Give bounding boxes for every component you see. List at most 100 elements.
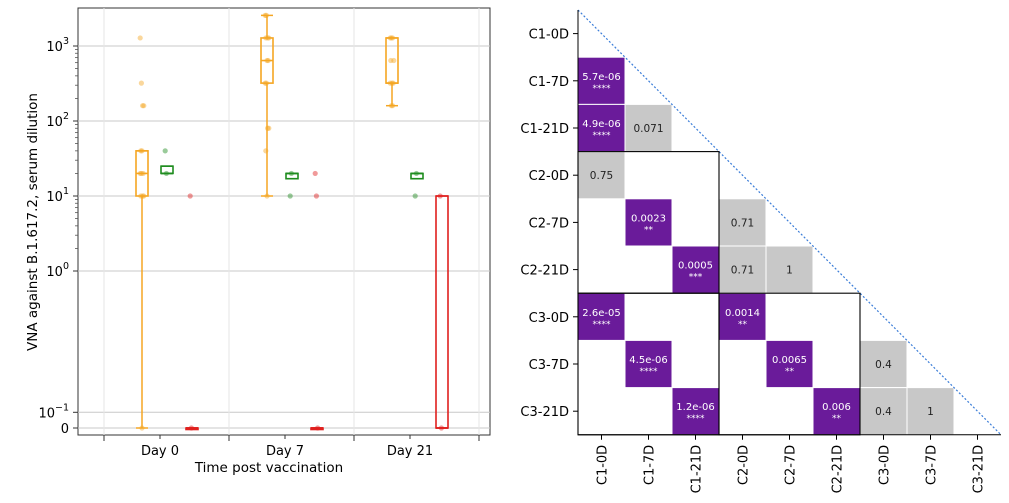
column-label: C1-0D — [596, 445, 611, 485]
cell-pvalue-label: 0.0023 — [631, 213, 666, 224]
data-point — [438, 425, 444, 431]
column-label: C2-0D — [737, 445, 752, 485]
cell-significance-label: ** — [832, 414, 842, 424]
cell-pvalue-label: 4.9e-06 — [582, 119, 620, 130]
cell-pvalue-label: 0.0005 — [678, 261, 713, 272]
data-point — [387, 80, 393, 86]
data-point — [266, 125, 272, 131]
heatmap-cell — [671, 387, 720, 436]
data-point — [391, 57, 397, 64]
cell-pvalue-label: 0.71 — [731, 265, 754, 277]
data-point — [140, 193, 146, 199]
boxplot-plot-area — [77, 7, 491, 436]
data-point — [263, 80, 269, 86]
y-tick-label: 103 — [46, 36, 69, 55]
row-label: C2-21D — [520, 264, 569, 279]
column-label: C3-21D — [972, 445, 987, 494]
data-point — [141, 193, 147, 199]
cell-pvalue-label: 1.2e-06 — [676, 402, 714, 413]
data-point — [188, 425, 194, 431]
data-point — [263, 35, 269, 41]
heatmap-cell — [624, 339, 673, 389]
row-label: C2-0D — [529, 169, 569, 184]
cell-pvalue-label: 0.0014 — [725, 308, 760, 319]
row-label: C1-0D — [529, 28, 569, 43]
data-point — [265, 125, 271, 131]
cell-pvalue-label: 0.0065 — [772, 355, 807, 366]
data-point — [315, 425, 321, 431]
heatmap-row-labels: C1-0D C1-7D C1-21D C2-0D C2-7D C2-21D C3-0D C3-… — [520, 28, 578, 420]
data-point — [312, 170, 318, 177]
data-point — [266, 35, 272, 41]
row-label: C1-21D — [520, 122, 569, 137]
cell-significance-label: **** — [593, 320, 612, 330]
data-point — [388, 103, 394, 109]
column-label: C3-0D — [878, 445, 893, 485]
boxplot-series — [135, 12, 449, 431]
data-point — [264, 57, 270, 64]
data-point — [163, 170, 169, 177]
data-point — [140, 170, 146, 177]
heatmap-cell — [765, 339, 814, 389]
data-point — [389, 80, 395, 86]
heatmap-cell — [577, 292, 626, 341]
heatmap-cell — [624, 198, 673, 247]
data-point — [287, 193, 293, 199]
data-point — [437, 193, 443, 199]
boxplot-series-group — [185, 170, 449, 431]
cell-significance-label: **** — [640, 367, 659, 377]
heatmap-cell — [859, 387, 908, 436]
cell-significance-label: ** — [644, 225, 654, 235]
data-point — [390, 80, 396, 86]
data-point — [141, 103, 147, 109]
cell-pvalue-label: 1 — [927, 406, 934, 418]
data-point — [262, 80, 268, 86]
data-point — [264, 193, 270, 199]
data-point — [265, 57, 271, 64]
data-point — [390, 103, 396, 109]
data-point — [162, 148, 168, 154]
heatmap-cell — [577, 151, 626, 200]
cell-significance-label: ** — [738, 320, 748, 330]
heatmap-cell — [906, 387, 955, 436]
boxplot-y-axis: 010−1 100 101 102 103 — [38, 36, 78, 437]
data-point — [288, 170, 294, 177]
column-label: C1-7D — [643, 445, 658, 485]
y-tick-label: 101 — [46, 186, 69, 205]
cell-significance-label: **** — [687, 414, 706, 424]
data-point — [137, 170, 143, 177]
boxplot-series-group — [135, 12, 399, 431]
heatmap-cell — [624, 103, 673, 153]
y-tick-label: 102 — [46, 111, 69, 130]
data-point — [262, 12, 268, 18]
data-point — [138, 193, 144, 199]
y-tick-label: 0 — [61, 422, 69, 437]
data-point — [388, 35, 394, 41]
data-point — [137, 35, 143, 41]
data-point — [390, 35, 396, 41]
row-label: C3-21D — [520, 405, 569, 420]
x-tick-label: Day 21 — [387, 444, 433, 459]
cell-pvalue-label: 0.071 — [633, 123, 663, 135]
data-point — [263, 12, 269, 18]
heatmap-cell — [671, 245, 720, 294]
heatmap-cell — [765, 245, 814, 294]
data-point — [413, 170, 419, 177]
data-point — [265, 35, 271, 41]
row-label: C1-7D — [529, 75, 569, 90]
cell-pvalue-label: 0.4 — [875, 406, 892, 418]
cell-pvalue-label: 5.7e-06 — [582, 72, 620, 83]
data-point — [138, 148, 144, 154]
data-point — [138, 170, 144, 177]
heatmap-column-labels: C1-0D C1-7D C1-21D C2-0D C2-7D C2-21D C3-0D C3-… — [596, 434, 987, 494]
data-point — [412, 193, 418, 199]
heatmap-cell — [577, 56, 626, 105]
boxplot-y-axis-label: VNA against B.1.617.2, serum dilution — [25, 93, 41, 351]
y-tick-label: 10−1 — [38, 402, 69, 421]
data-point — [139, 425, 145, 431]
data-point — [140, 103, 146, 109]
cell-pvalue-label: 2.6e-05 — [582, 308, 620, 319]
cell-pvalue-label: 4.5e-06 — [629, 355, 667, 366]
column-label: C2-7D — [784, 445, 799, 485]
cell-significance-label: *** — [689, 273, 703, 283]
